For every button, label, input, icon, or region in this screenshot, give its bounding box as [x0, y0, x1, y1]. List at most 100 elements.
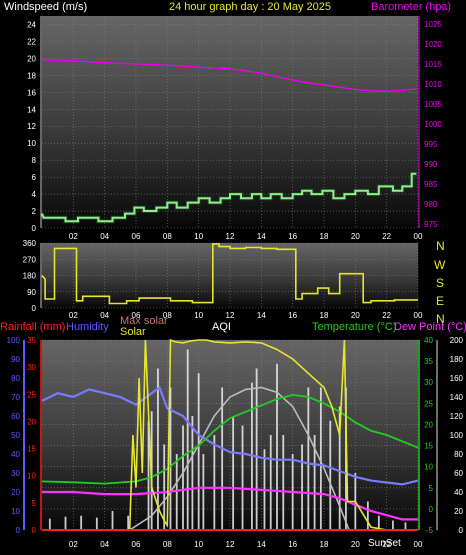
- x-tick-label: 22: [382, 311, 391, 320]
- solar-legend: Solar: [120, 326, 146, 338]
- barometer-tick-label: 1010: [424, 80, 442, 89]
- x-tick-label: 18: [320, 540, 329, 549]
- compass-label-s: S: [436, 276, 444, 290]
- compass-label-e: E: [436, 294, 444, 308]
- windspeed-tick-label: 4: [32, 190, 37, 199]
- windspeed-tick-label: 6: [32, 173, 37, 182]
- sunset-annotation: SunSet: [368, 538, 401, 549]
- humidity-tick-label: 30: [11, 469, 20, 478]
- rainfall-tick-label: 10: [27, 472, 36, 481]
- compass-label-w: W: [434, 258, 446, 272]
- humidity-axis-title: Humidity: [66, 321, 109, 333]
- x-tick-label: 10: [194, 232, 203, 241]
- solar-tick-label: 80: [454, 450, 463, 459]
- temperature-tick-label: 35: [424, 357, 433, 366]
- max-solar-line: [129, 386, 350, 531]
- x-tick-label: 06: [132, 540, 141, 549]
- temperature-line: [41, 393, 419, 485]
- direction-tick-label: 360: [23, 239, 37, 248]
- x-tick-label: 14: [257, 311, 266, 320]
- x-tick-label: 22: [382, 232, 391, 241]
- humidity-tick-label: 0: [16, 526, 21, 535]
- x-tick-label: 16: [288, 232, 297, 241]
- barometer-axis-title: Barometer (hpa): [371, 1, 451, 13]
- temperature-tick-label: 5: [429, 484, 434, 493]
- x-tick-label: 08: [163, 311, 172, 320]
- compass-label-n-top: N: [436, 239, 445, 253]
- windspeed-tick-label: 14: [27, 105, 36, 114]
- barometer-tick-label: 985: [424, 180, 438, 189]
- temperature-tick-label: 10: [424, 463, 433, 472]
- barometer-tick-label: 980: [424, 200, 438, 209]
- temperature-tick-label: 0: [429, 505, 434, 514]
- solar-line: [42, 338, 418, 531]
- rainfall-axis-title: Rainfall (mm): [0, 321, 65, 333]
- windspeed-tick-label: 18: [27, 71, 36, 80]
- solar-tick-label: 60: [454, 469, 463, 478]
- max-solar-legend: Max solar: [120, 315, 168, 327]
- windspeed-tick-label: 10: [27, 139, 36, 148]
- barometer-tick-label: 990: [424, 160, 438, 169]
- temperature-tick-label: 40: [424, 336, 433, 345]
- x-tick-label: 02: [69, 232, 78, 241]
- windspeed-tick-label: 8: [32, 156, 37, 165]
- rainfall-tick-label: 30: [27, 363, 36, 372]
- x-tick-label: 16: [288, 540, 297, 549]
- rainfall-tick-label: 20: [27, 417, 36, 426]
- x-tick-label: 06: [132, 311, 141, 320]
- solar-tick-label: 180: [450, 355, 464, 364]
- x-tick-label: 10: [194, 311, 203, 320]
- solar-tick-label: 160: [450, 374, 464, 383]
- direction-tick-label: 0: [32, 304, 37, 313]
- x-tick-label: 20: [351, 232, 360, 241]
- barometer-tick-label: 975: [424, 220, 438, 229]
- solar-tick-label: 20: [454, 507, 463, 516]
- plot-area-3: [42, 340, 418, 530]
- x-tick-label: 00: [414, 311, 423, 320]
- barometer-tick-label: 1005: [424, 100, 442, 109]
- temperature-tick-label: -5: [426, 526, 434, 535]
- x-tick-label: 12: [226, 311, 235, 320]
- barometer-tick-label: 1000: [424, 120, 442, 129]
- x-tick-label: 02: [69, 311, 78, 320]
- windspeed-tick-label: 16: [27, 88, 36, 97]
- x-tick-label: 02: [69, 540, 78, 549]
- x-tick-label: 14: [257, 540, 266, 549]
- temperature-tick-label: 20: [424, 420, 433, 429]
- x-tick-label: 04: [100, 540, 109, 549]
- aqi-legend: AQI: [212, 321, 231, 333]
- barometer-tick-label: 1025: [424, 20, 442, 29]
- rainfall-tick-label: 15: [27, 445, 36, 454]
- temperature-tick-label: 25: [424, 399, 433, 408]
- temperature-axis-title: Temperature (°C): [312, 321, 396, 333]
- x-tick-label: 22: [382, 540, 391, 549]
- humidity-tick-label: 40: [11, 450, 20, 459]
- x-tick-label: 00: [414, 232, 423, 241]
- solar-tick-label: 0: [459, 526, 464, 535]
- humidity-line: [41, 385, 419, 486]
- x-tick-label: 20: [351, 311, 360, 320]
- direction-tick-label: 90: [27, 288, 36, 297]
- x-tick-label: 10: [194, 540, 203, 549]
- rainfall-tick-label: 25: [27, 390, 36, 399]
- aqi-series: [48, 349, 407, 530]
- x-tick-label: 18: [320, 232, 329, 241]
- direction-tick-label: 270: [23, 255, 37, 264]
- x-tick-label: 06: [132, 232, 141, 241]
- rainfall-tick-label: 5: [32, 499, 37, 508]
- solar-tick-label: 200: [450, 336, 464, 345]
- solar-tick-label: 120: [450, 412, 464, 421]
- windspeed-tick-label: 0: [32, 224, 37, 233]
- chart-title: 24 hour graph day : 20 May 2025: [169, 1, 331, 13]
- compass-label-n-bottom: N: [436, 312, 445, 326]
- windspeed-line: [41, 172, 417, 223]
- windspeed-tick-label: 2: [32, 207, 37, 216]
- solar-tick-label: 100: [450, 431, 464, 440]
- windspeed-tick-label: 12: [27, 122, 36, 131]
- humidity-tick-label: 60: [11, 412, 20, 421]
- x-tick-label: 00: [414, 540, 423, 549]
- rainfall-tick-label: 0: [32, 526, 37, 535]
- dew-point-axis-title: Dew Point (°C): [394, 321, 466, 333]
- solar-tick-label: 40: [454, 488, 463, 497]
